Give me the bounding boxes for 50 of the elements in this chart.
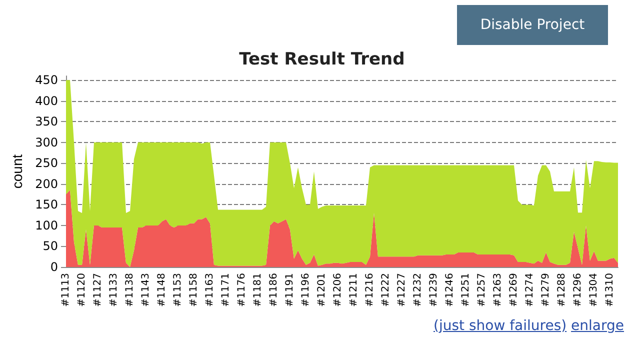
disable-button[interactable]: Disable Project [457,5,608,45]
x-tick-label: #1211 [348,273,360,307]
x-tick-label: #1196 [300,273,312,307]
x-tick-label: #1153 [172,273,184,307]
y-tick-label: 50 [42,239,58,254]
x-tick-label: #1148 [156,273,168,307]
x-tick-label: #1163 [204,273,216,307]
x-tick-label: #1263 [492,273,504,307]
y-axis-title: count [9,154,26,189]
y-tick-label: 450 [35,73,58,88]
x-tick-label: #1176 [236,273,248,307]
x-tick-label: #1251 [460,273,472,307]
x-tick-label: #1296 [572,273,584,307]
x-tick-label: #1171 [220,273,232,307]
y-tick-label: 100 [35,218,58,232]
x-tick-label: #1127 [92,273,104,307]
x-tick-label: #1138 [124,273,136,307]
chart-title: Test Result Trend [239,50,405,70]
x-tick-label: #1191 [284,273,296,307]
x-tick-label: #1181 [252,273,264,307]
x-tick-label: #1113 [60,273,72,307]
x-tick-label: #1133 [108,273,120,307]
x-tick-label: #1232 [412,273,424,307]
y-tick-label: 0 [50,260,58,274]
x-tick-label: #1222 [380,273,392,307]
y-tick-label: 400 [35,94,58,108]
x-tick-label: #1186 [268,273,280,307]
x-tick-label: #1274 [524,273,536,307]
x-tick-label: #1120 [76,273,88,307]
x-tick-label: #1143 [140,273,152,307]
x-tick-label: #1257 [476,273,488,307]
x-tick-label: #1216 [364,273,376,307]
x-tick-label: #1310 [604,273,616,307]
text: enlarge [571,318,624,334]
x-tick-label: #1239 [428,273,440,307]
text: (just show failures) [434,318,567,334]
x-tick-label: #1201 [316,273,328,307]
x-tick-label: #1158 [188,273,200,307]
x-tick-label: #1304 [588,273,600,307]
x-tick-label: #1279 [540,273,552,307]
y-tick-label: 150 [35,198,58,212]
y-tick-label: 200 [35,176,58,191]
x-tick-label: #1246 [444,273,456,307]
y-tick-label: 300 [35,135,58,150]
y-tick-label: 350 [35,114,58,129]
x-tick-label: #1206 [332,273,344,307]
x-tick-label: #1227 [396,273,408,307]
x-tick-label: #1269 [508,273,520,307]
x-tick-label: #1288 [556,273,568,307]
y-tick-label: 250 [35,156,58,170]
